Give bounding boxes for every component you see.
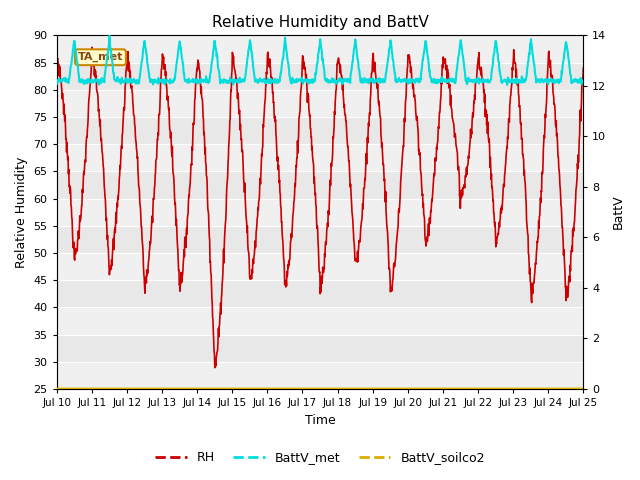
BattV_met xyxy=(503,82,511,88)
Line: RH: RH xyxy=(57,47,583,368)
BattV_soilco2 xyxy=(229,386,237,392)
RH xyxy=(170,183,178,189)
Text: TA_met: TA_met xyxy=(78,52,123,62)
BattV_soilco2 xyxy=(170,386,178,392)
BattV_soilco2 xyxy=(517,386,525,392)
BattV_soilco2 xyxy=(157,386,165,392)
Bar xyxy=(57,144,583,171)
BattV_met xyxy=(53,81,61,87)
BattV_soilco2 xyxy=(53,386,61,392)
RH xyxy=(88,44,95,50)
Bar xyxy=(57,307,583,335)
RH xyxy=(157,66,165,72)
BattV_soilco2 xyxy=(579,386,587,392)
Bar xyxy=(57,362,583,389)
Y-axis label: BattV: BattV xyxy=(612,195,625,229)
Line: BattV_met: BattV_met xyxy=(57,36,583,85)
RH xyxy=(211,365,219,371)
BattV_met xyxy=(229,82,237,87)
BattV_met xyxy=(170,78,178,84)
BattV_met xyxy=(157,77,165,83)
RH xyxy=(230,53,237,59)
RH xyxy=(579,65,587,71)
Bar xyxy=(57,90,583,117)
Bar xyxy=(57,36,583,62)
Y-axis label: Relative Humidity: Relative Humidity xyxy=(15,156,28,268)
BattV_met xyxy=(471,77,479,83)
RH xyxy=(403,92,410,97)
RH xyxy=(518,136,525,142)
RH xyxy=(53,47,61,53)
Title: Relative Humidity and BattV: Relative Humidity and BattV xyxy=(212,15,428,30)
BattV_met xyxy=(518,78,525,84)
BattV_soilco2 xyxy=(470,386,478,392)
BattV_met xyxy=(579,78,587,84)
BattV_soilco2 xyxy=(402,386,410,392)
X-axis label: Time: Time xyxy=(305,414,335,427)
RH xyxy=(471,96,479,102)
Bar xyxy=(57,253,583,280)
Bar xyxy=(57,199,583,226)
Legend: RH, BattV_met, BattV_soilco2: RH, BattV_met, BattV_soilco2 xyxy=(150,446,490,469)
BattV_met xyxy=(402,78,410,84)
BattV_met xyxy=(106,33,113,38)
